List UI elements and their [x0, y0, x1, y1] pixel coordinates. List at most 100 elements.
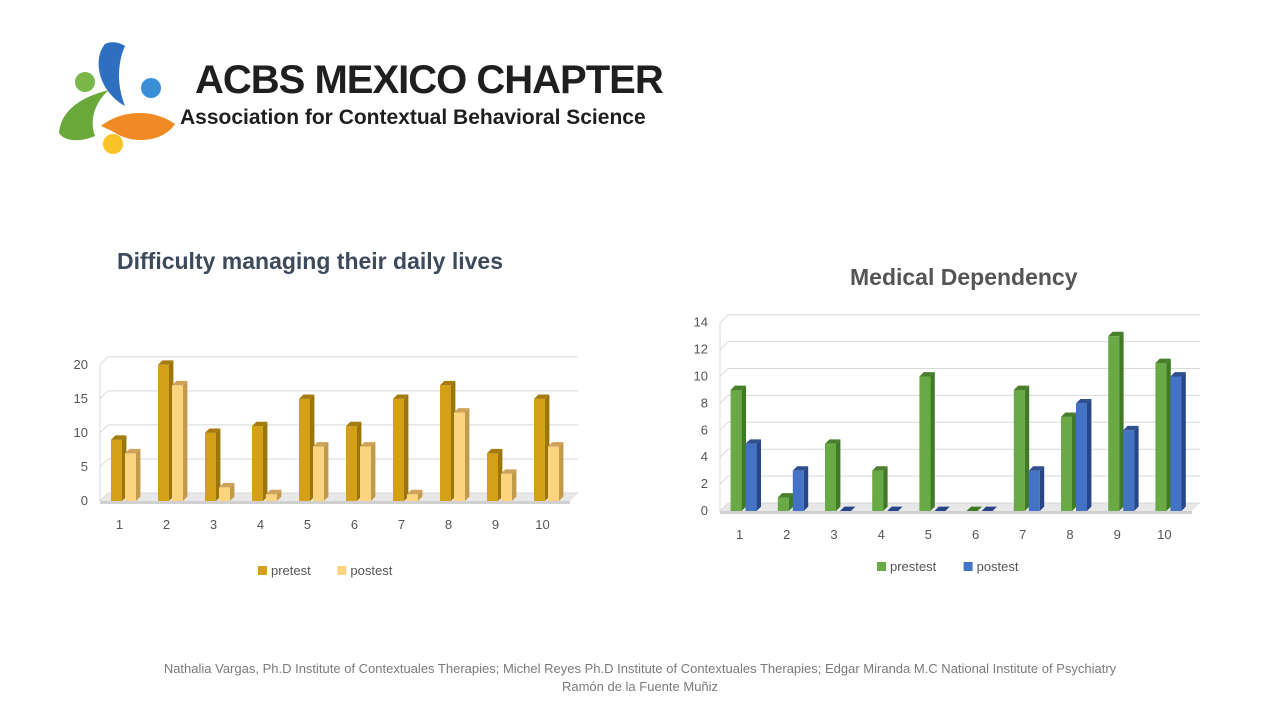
- x-tick-label: 2: [783, 527, 790, 542]
- bar-side: [230, 482, 235, 501]
- chart-floor-edge: [100, 501, 570, 504]
- bar-side: [216, 428, 221, 501]
- bar-prestest-3: [825, 439, 841, 511]
- authors-line-2: Ramón de la Fuente Muñiz: [561, 679, 719, 694]
- x-tick-label: 3: [830, 527, 837, 542]
- bar-face: [534, 398, 545, 501]
- bar-postest-4: [887, 506, 903, 511]
- y-tick-label: 10: [74, 425, 88, 440]
- bar-side: [1166, 358, 1171, 511]
- bar-face: [407, 494, 418, 501]
- gridline-slant: [719, 421, 729, 431]
- y-tick-label: 0: [81, 493, 88, 508]
- bar-postest-5: [313, 442, 329, 501]
- bar-top: [205, 428, 221, 433]
- bar-pretest-3: [205, 428, 221, 501]
- bar-side: [418, 489, 423, 501]
- bar-side: [1072, 412, 1077, 511]
- bar-face: [454, 412, 465, 501]
- bar-face: [825, 443, 836, 511]
- gridline-slant: [99, 424, 109, 434]
- bar-face: [1061, 416, 1072, 511]
- x-tick-label: 5: [925, 527, 932, 542]
- bar-postest-6: [360, 442, 376, 501]
- bar-face: [1155, 363, 1167, 511]
- bar-face: [440, 385, 451, 501]
- bar-side: [883, 466, 888, 511]
- x-tick-label: 10: [535, 517, 549, 532]
- bar-postest-6: [981, 506, 997, 511]
- y-tick-label: 2: [701, 476, 708, 491]
- y-tick-label: 6: [701, 422, 708, 437]
- gridline-slant: [719, 368, 729, 377]
- bar-top: [730, 385, 746, 390]
- bar-side: [136, 448, 141, 501]
- bar-side: [803, 466, 809, 511]
- bar-postest-2: [172, 380, 188, 501]
- bar-face: [393, 398, 404, 501]
- bar-pretest-1: [111, 435, 127, 501]
- x-tick-label: 4: [878, 527, 885, 542]
- y-tick-label: 20: [74, 357, 88, 372]
- x-tick-label: 3: [210, 517, 217, 532]
- bar-top: [346, 421, 362, 427]
- bar-postest-3: [219, 482, 235, 501]
- x-tick-label: 2: [163, 517, 170, 532]
- chart-floor-edge: [720, 511, 1192, 514]
- bar-face: [299, 398, 310, 501]
- gridline-slant: [99, 492, 109, 502]
- bar-face: [745, 443, 757, 511]
- bar-side: [836, 439, 841, 511]
- bar-side: [512, 469, 517, 501]
- association-subtitle: Association for Contextual Behavioral Sc…: [180, 106, 646, 129]
- bar-top: [534, 394, 550, 399]
- bar-top: [360, 442, 376, 447]
- legend-label-postest: postest: [977, 559, 1019, 574]
- chart-difficulty-daily-lives: 0 5 10 15 20 1 2 3 4 5 6 7 8 9 10 pretest postest: [74, 356, 578, 578]
- bar-prestest-6: [966, 506, 982, 511]
- bar-postest-4: [266, 489, 282, 501]
- bar-side: [371, 442, 376, 501]
- x-tick-label: 1: [116, 517, 123, 532]
- legend-swatch-pretest: [258, 566, 267, 575]
- bar-top: [825, 439, 841, 444]
- bar-zero: [934, 506, 950, 511]
- bar-top: [1013, 385, 1030, 390]
- gridline-slant: [99, 390, 109, 400]
- bar-face: [205, 432, 216, 501]
- bar-pretest-4: [252, 421, 268, 501]
- bar-postest-7: [407, 489, 423, 501]
- bar-top: [548, 442, 564, 447]
- bar-side: [756, 439, 761, 511]
- bar-side: [324, 442, 329, 501]
- x-tick-label: 1: [736, 527, 743, 542]
- x-tick-label: 9: [492, 517, 499, 532]
- bar-pretest-9: [487, 448, 503, 501]
- bar-prestest-5: [919, 372, 935, 511]
- bar-top: [777, 493, 794, 498]
- bar-top: [501, 469, 517, 474]
- bar-prestest-1: [730, 385, 746, 511]
- bar-postest-3: [840, 506, 856, 511]
- y-tick-label: 12: [694, 342, 708, 357]
- legend-swatch-postest: [337, 566, 347, 575]
- bar-side: [741, 385, 746, 511]
- bar-face: [777, 497, 789, 511]
- bar-top: [252, 421, 268, 427]
- bar-postest-10: [1170, 372, 1186, 511]
- bar-face: [548, 446, 559, 501]
- bar-top: [1076, 399, 1092, 404]
- gridline-slant: [99, 458, 109, 468]
- bar-postest-2: [792, 466, 809, 511]
- bar-face: [360, 446, 371, 501]
- bar-postest-9: [501, 469, 517, 501]
- authors-line-1: Nathalia Vargas, Ph.D Institute of Conte…: [163, 661, 1117, 676]
- bar-top: [299, 394, 315, 399]
- bar-top: [440, 380, 456, 386]
- bar-postest-5: [934, 506, 950, 511]
- bar-prestest-9: [1108, 331, 1124, 511]
- bar-pretest-8: [440, 380, 456, 501]
- bar-top: [125, 448, 141, 454]
- bar-face: [125, 453, 136, 501]
